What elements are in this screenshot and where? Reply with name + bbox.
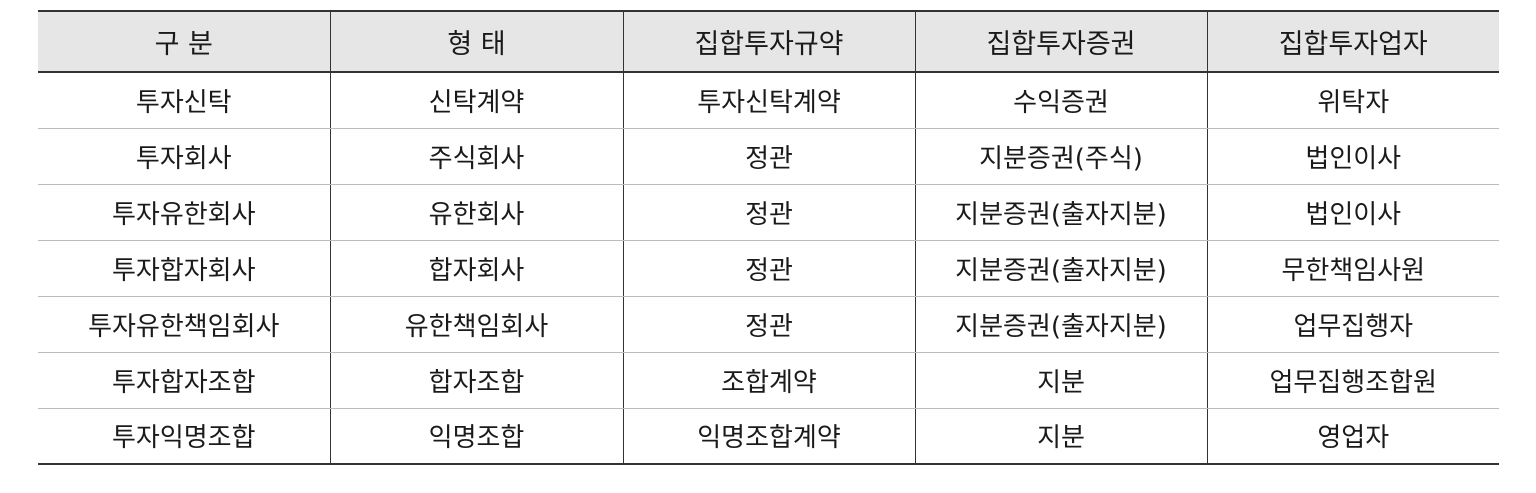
fund-type-table: 구 분 형 태 집합투자규약 집합투자증권 집합투자업자 투자신탁 신탁계약 투…: [38, 10, 1499, 465]
table-cell: 정관: [622, 184, 915, 241]
table-body: 투자신탁 신탁계약 투자신탁계약 수익증권 위탁자 투자회사 주식회사 정관 지…: [38, 72, 1499, 465]
header-cell-fund-manager: 집합투자업자: [1206, 10, 1499, 73]
table-row: 투자합자회사 합자회사 정관 지분증권(출자지분) 무한책임사원: [38, 240, 1499, 297]
table-cell: 지분증권(출자지분): [914, 296, 1207, 353]
table-cell: 주식회사: [329, 128, 623, 185]
header-cell-form: 형 태: [329, 10, 623, 73]
table-row: 투자합자조합 합자조합 조합계약 지분 업무집행조합원: [38, 352, 1499, 409]
table-cell: 투자합자조합: [38, 352, 330, 409]
table-cell: 합자조합: [329, 352, 623, 409]
table-cell: 지분: [914, 408, 1207, 465]
table-cell: 영업자: [1206, 408, 1499, 465]
header-cell-fund-securities: 집합투자증권: [914, 10, 1207, 73]
table-cell: 익명조합계약: [622, 408, 915, 465]
table-cell: 정관: [622, 128, 915, 185]
table-cell: 투자유한책임회사: [38, 296, 330, 353]
table-cell: 투자회사: [38, 128, 330, 185]
table-row: 투자유한회사 유한회사 정관 지분증권(출자지분) 법인이사: [38, 184, 1499, 241]
table-cell: 수익증권: [914, 72, 1207, 129]
table-header: 구 분 형 태 집합투자규약 집합투자증권 집합투자업자: [38, 10, 1499, 73]
table-cell: 합자회사: [329, 240, 623, 297]
table-cell: 투자유한회사: [38, 184, 330, 241]
table-cell: 투자신탁계약: [622, 72, 915, 129]
table-cell: 지분증권(출자지분): [914, 184, 1207, 241]
table-row: 투자신탁 신탁계약 투자신탁계약 수익증권 위탁자: [38, 72, 1499, 129]
table-cell: 법인이사: [1206, 184, 1499, 241]
table-row: 투자회사 주식회사 정관 지분증권(주식) 법인이사: [38, 128, 1499, 185]
table-cell: 지분증권(출자지분): [914, 240, 1207, 297]
table-cell: 익명조합: [329, 408, 623, 465]
header-cell-fund-bylaws: 집합투자규약: [622, 10, 915, 73]
table-cell: 신탁계약: [329, 72, 623, 129]
table-cell: 업무집행자: [1206, 296, 1499, 353]
table-cell: 투자합자회사: [38, 240, 330, 297]
table-cell: 유한책임회사: [329, 296, 623, 353]
table-row: 투자유한책임회사 유한책임회사 정관 지분증권(출자지분) 업무집행자: [38, 296, 1499, 353]
table-cell: 조합계약: [622, 352, 915, 409]
table-cell: 지분: [914, 352, 1207, 409]
fund-type-table-container: 구 분 형 태 집합투자규약 집합투자증권 집합투자업자 투자신탁 신탁계약 투…: [38, 10, 1499, 465]
table-cell: 유한회사: [329, 184, 623, 241]
table-cell: 위탁자: [1206, 72, 1499, 129]
table-cell: 업무집행조합원: [1206, 352, 1499, 409]
table-cell: 법인이사: [1206, 128, 1499, 185]
table-cell: 투자익명조합: [38, 408, 330, 465]
table-cell: 정관: [622, 296, 915, 353]
header-cell-category: 구 분: [38, 10, 330, 73]
header-row: 구 분 형 태 집합투자규약 집합투자증권 집합투자업자: [38, 10, 1499, 73]
table-cell: 지분증권(주식): [914, 128, 1207, 185]
table-row: 투자익명조합 익명조합 익명조합계약 지분 영업자: [38, 408, 1499, 465]
table-cell: 무한책임사원: [1206, 240, 1499, 297]
table-cell: 정관: [622, 240, 915, 297]
table-cell: 투자신탁: [38, 72, 330, 129]
